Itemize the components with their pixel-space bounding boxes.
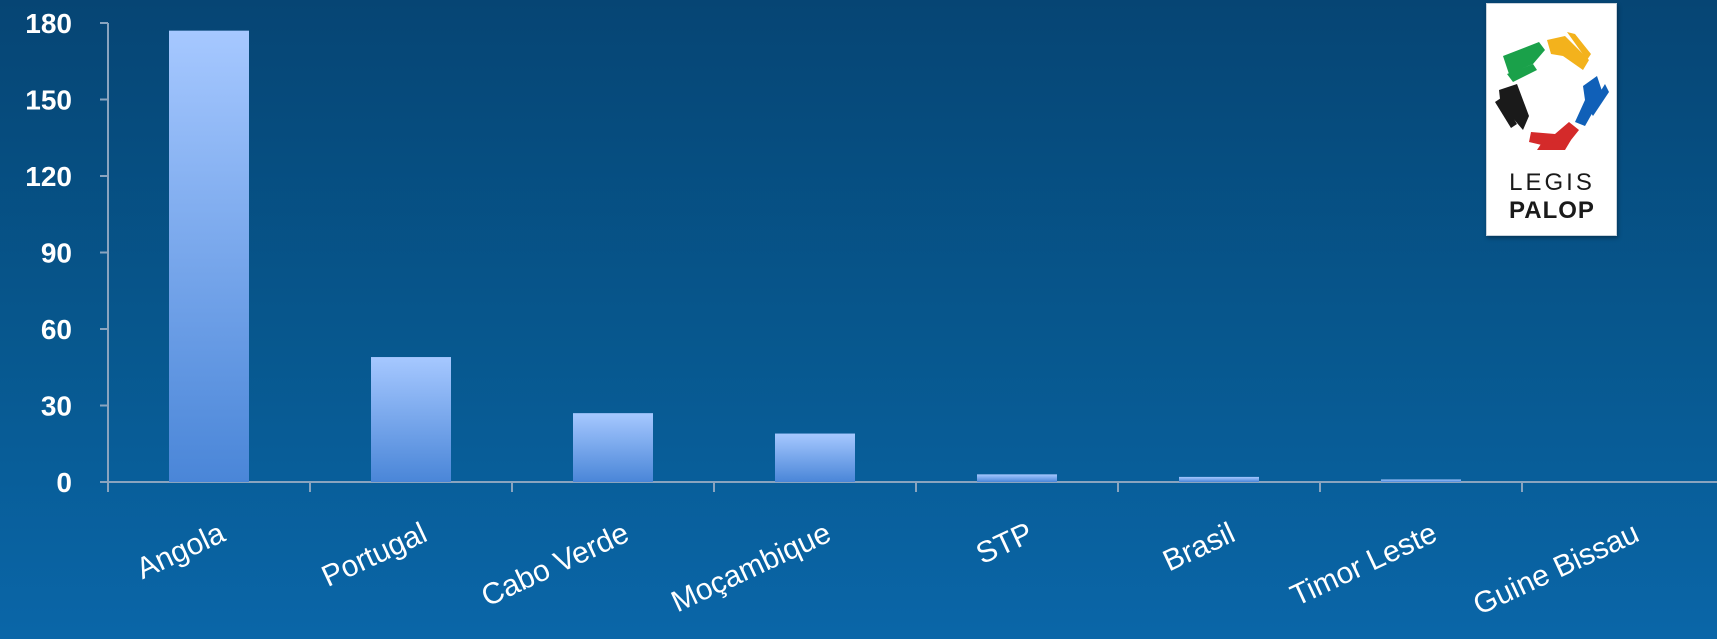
- bars: [169, 30, 1461, 483]
- y-tick-label: 30: [41, 391, 72, 422]
- y-tick-label: 180: [25, 8, 72, 39]
- x-category-label: Angola: [131, 516, 230, 586]
- legis-palop-logo: LEGIS PALOP: [1486, 3, 1617, 236]
- y-tick-label: 0: [56, 467, 72, 498]
- logo-line-1: LEGIS: [1509, 169, 1595, 196]
- bar-angola: [169, 30, 249, 483]
- y-tick-label: 120: [25, 161, 72, 192]
- bar-cabo-verde: [573, 413, 653, 482]
- hands-icon: [1495, 32, 1609, 150]
- y-tick-label: 90: [41, 238, 72, 269]
- y-tick-label: 150: [25, 85, 72, 116]
- x-category-label: Moçambique: [666, 516, 836, 618]
- logo-line-2: PALOP: [1509, 197, 1595, 224]
- x-category-label: Brasil: [1158, 516, 1240, 578]
- bar-brasil: [1179, 476, 1259, 482]
- y-axis-ticks: 0 30 60 90 120 150 180: [25, 8, 108, 498]
- bar-stp: [977, 474, 1057, 482]
- x-category-label: STP: [971, 516, 1038, 571]
- y-tick-label: 60: [41, 314, 72, 345]
- x-category-label: Guine Bissau: [1468, 516, 1644, 621]
- bar-mo-ambique: [775, 433, 855, 482]
- x-category-label: Cabo Verde: [476, 516, 634, 613]
- x-axis-labels: Angola Portugal Cabo Verde Moçambique STP Bra…: [107, 482, 1644, 622]
- bar-portugal: [371, 357, 451, 482]
- x-category-label: Timor Leste: [1285, 516, 1441, 612]
- bar-timor-leste: [1381, 479, 1461, 482]
- x-category-label: Portugal: [317, 516, 432, 593]
